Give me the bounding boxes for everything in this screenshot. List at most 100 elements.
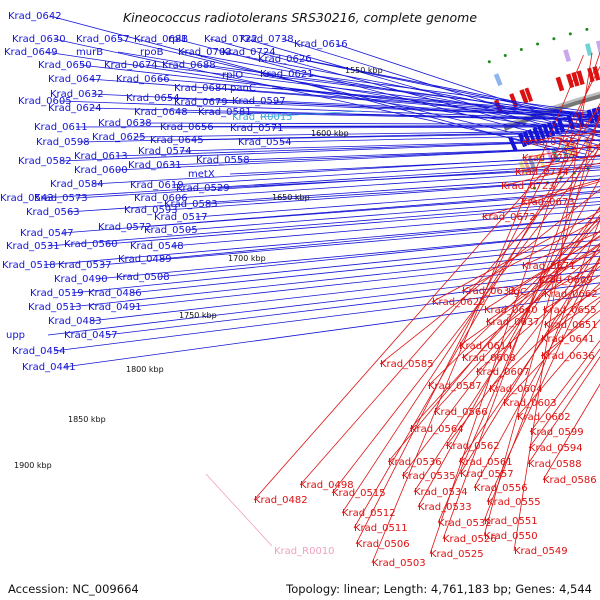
forward-gene-label[interactable]: rplO: [222, 70, 243, 81]
forward-gene-label[interactable]: Krad_0649: [4, 47, 58, 58]
reverse-gene-label[interactable]: Krad_0526: [443, 534, 497, 545]
reverse-gene-label[interactable]: Krad_0633: [462, 286, 516, 297]
forward-gene-label[interactable]: Krad_0632: [50, 89, 104, 100]
forward-gene-label[interactable]: Krad_0703: [178, 47, 232, 58]
forward-gene-label[interactable]: Krad_0517: [154, 212, 208, 223]
forward-gene-label[interactable]: Krad_0513: [28, 302, 82, 313]
reverse-gene-label[interactable]: Krad_0503: [372, 558, 426, 569]
reverse-gene-label[interactable]: Krad_0550: [484, 531, 538, 542]
forward-gene-label[interactable]: Krad_0681: [134, 34, 188, 45]
reverse-gene-label[interactable]: Krad_0533: [418, 502, 472, 513]
forward-gene-label[interactable]: Krad_0631: [128, 160, 182, 171]
forward-gene-label[interactable]: Krad_0518: [2, 260, 56, 271]
forward-gene-label[interactable]: Krad_0489: [118, 254, 172, 265]
forward-gene-label[interactable]: Krad_0505: [144, 225, 198, 236]
forward-gene-label[interactable]: upp: [6, 330, 25, 341]
forward-gene-label[interactable]: Krad_0738: [240, 34, 294, 45]
forward-gene-label[interactable]: Krad_0454: [12, 346, 66, 357]
forward-gene-label[interactable]: Krad_0605: [18, 96, 72, 107]
reverse-gene-label[interactable]: Krad_0637: [486, 317, 540, 328]
reverse-gene-label[interactable]: Krad_0585: [380, 359, 434, 370]
forward-gene-label[interactable]: murB: [76, 47, 103, 58]
reverse-gene-label[interactable]: Krad_0641: [541, 334, 595, 345]
forward-gene-label[interactable]: Krad_0486: [88, 288, 142, 299]
forward-gene-label[interactable]: Krad_0581: [198, 107, 252, 118]
forward-gene-label[interactable]: Krad_0572: [98, 222, 152, 233]
reverse-gene-label[interactable]: Krad_0515: [332, 488, 386, 499]
reverse-gene-label[interactable]: Krad_0534: [414, 487, 468, 498]
forward-gene-label[interactable]: Krad_0543: [0, 193, 54, 204]
forward-gene-label[interactable]: Krad_0642: [8, 11, 62, 22]
forward-gene-label[interactable]: Krad_0593: [124, 205, 178, 216]
forward-gene-label[interactable]: Krad_0630: [12, 34, 66, 45]
reverse-gene-label[interactable]: Krad_0669: [539, 275, 593, 286]
forward-gene-label[interactable]: Krad_0611: [34, 122, 88, 133]
reverse-gene-label[interactable]: Krad_0564: [410, 424, 464, 435]
forward-gene-label[interactable]: Krad_0657: [76, 34, 130, 45]
forward-gene-label[interactable]: Krad_0638: [98, 118, 152, 129]
reverse-gene-label[interactable]: Krad_0602: [517, 412, 571, 423]
reverse-gene-label[interactable]: Krad_0498: [300, 480, 354, 491]
forward-gene-label[interactable]: Krad_0457: [64, 330, 118, 341]
reverse-gene-label[interactable]: Krad_0671: [522, 261, 576, 272]
reverse-gene-label[interactable]: Krad_0723: [501, 181, 555, 192]
reverse-gene-label[interactable]: Krad_0482: [254, 495, 308, 506]
forward-gene-label[interactable]: Krad_0679: [174, 97, 228, 108]
forward-gene-label[interactable]: Krad_0648: [134, 107, 188, 118]
forward-gene-label[interactable]: Krad_0597: [232, 96, 286, 107]
forward-gene-label[interactable]: metX: [188, 169, 215, 180]
forward-gene-label[interactable]: Krad_0606: [134, 193, 188, 204]
reverse-gene-label[interactable]: Krad_0737: [522, 153, 576, 164]
reverse-gene-label[interactable]: Krad_0672: [482, 212, 536, 223]
forward-gene-label[interactable]: Krad_0571: [230, 123, 284, 134]
reverse-gene-label[interactable]: Krad_0655: [543, 305, 597, 316]
reverse-gene-label[interactable]: Krad_0599: [530, 427, 584, 438]
reverse-gene-label[interactable]: Krad_0511: [354, 523, 408, 534]
forward-gene-label[interactable]: Krad_0548: [130, 241, 184, 252]
forward-gene-label[interactable]: Krad_0684: [174, 83, 228, 94]
trna-gene-label[interactable]: Krad_R0015: [232, 112, 293, 123]
reverse-gene-label[interactable]: Krad_0536: [388, 457, 442, 468]
reverse-gene-label[interactable]: Krad_0549: [514, 546, 568, 557]
reverse-gene-label[interactable]: Krad_0640: [484, 305, 538, 316]
reverse-gene-label[interactable]: Krad_0745: [522, 137, 576, 148]
forward-gene-label[interactable]: Krad_0616: [294, 39, 348, 50]
forward-gene-label[interactable]: Krad_0666: [116, 74, 170, 85]
reverse-gene-label[interactable]: Krad_0556: [474, 483, 528, 494]
reverse-gene-label[interactable]: ligC: [508, 287, 527, 298]
forward-gene-label[interactable]: rplB: [168, 34, 188, 45]
forward-gene-label[interactable]: Krad_0647: [48, 74, 102, 85]
forward-gene-label[interactable]: Krad_0674: [104, 60, 158, 71]
forward-gene-label[interactable]: Krad_0563: [26, 207, 80, 218]
forward-gene-label[interactable]: Krad_0619: [130, 180, 184, 191]
forward-gene-label[interactable]: Krad_0583: [164, 199, 218, 210]
forward-gene-label[interactable]: panC: [230, 83, 256, 94]
forward-gene-label[interactable]: Krad_0547: [20, 228, 74, 239]
forward-gene-label[interactable]: Krad_0537: [58, 260, 112, 271]
forward-gene-label[interactable]: Krad_0490: [54, 274, 108, 285]
reverse-gene-label[interactable]: Krad_0651: [544, 320, 598, 331]
reverse-gene-label[interactable]: Krad_0662: [544, 289, 598, 300]
reverse-gene-label[interactable]: Krad_0566: [434, 407, 488, 418]
forward-gene-label[interactable]: Krad_0554: [238, 137, 292, 148]
forward-gene-label[interactable]: Krad_0529: [176, 183, 230, 194]
reverse-gene-label[interactable]: Krad_0561: [459, 457, 513, 468]
forward-gene-label[interactable]: Krad_0483: [48, 316, 102, 327]
reverse-gene-label[interactable]: Krad_0636: [541, 351, 595, 362]
forward-gene-label[interactable]: Krad_0613: [74, 151, 128, 162]
forward-gene-label[interactable]: Krad_0624: [48, 103, 102, 114]
reverse-gene-label[interactable]: Krad_0587: [428, 381, 482, 392]
forward-gene-label[interactable]: Krad_0645: [150, 135, 204, 146]
forward-gene-label[interactable]: Krad_0491: [88, 302, 142, 313]
forward-gene-label[interactable]: Krad_0626: [258, 54, 312, 65]
reverse-gene-label[interactable]: Krad_0604: [489, 384, 543, 395]
forward-gene-label[interactable]: Krad_0558: [196, 155, 250, 166]
forward-gene-label[interactable]: Krad_0688: [162, 60, 216, 71]
forward-gene-label[interactable]: Krad_0560: [64, 239, 118, 250]
forward-gene-label[interactable]: Krad_0582: [18, 156, 72, 167]
forward-gene-label[interactable]: Krad_0584: [50, 179, 104, 190]
reverse-gene-label[interactable]: Krad_0614: [459, 341, 513, 352]
reverse-gene-label[interactable]: Krad_0594: [529, 443, 583, 454]
reverse-gene-label[interactable]: Krad_0734: [515, 167, 569, 178]
forward-gene-label[interactable]: Krad_0625: [92, 132, 146, 143]
